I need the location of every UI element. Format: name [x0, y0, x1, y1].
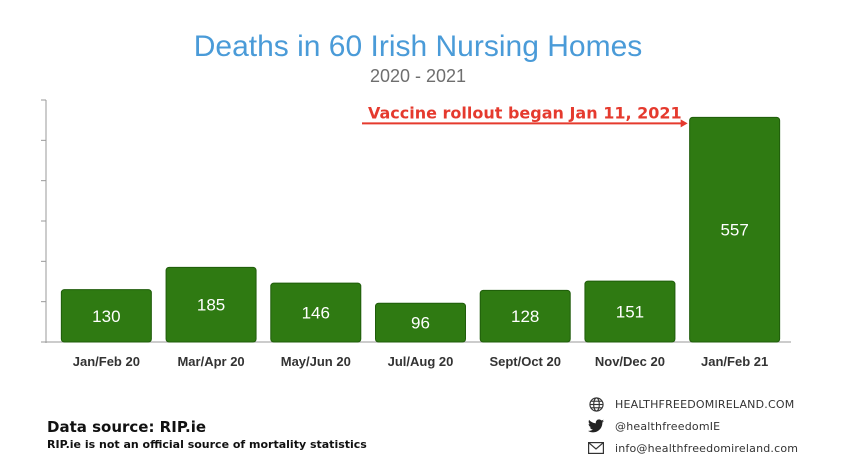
x-tick-label: Jan/Feb 20	[73, 354, 140, 369]
twitter-icon	[588, 418, 604, 434]
chart-title: Deaths in 60 Irish Nursing Homes	[194, 30, 643, 63]
data-label: 130	[92, 307, 120, 326]
x-tick-label: Jan/Feb 21	[701, 354, 768, 369]
contact-twitter[interactable]: @healthfreedomIE	[588, 415, 798, 437]
x-tick-label: Nov/Dec 20	[595, 354, 665, 369]
contact-website[interactable]: HEALTHFREEDOMIRELAND.COM	[588, 393, 798, 415]
contact-twitter-text: @healthfreedomIE	[615, 419, 721, 433]
envelope-icon	[588, 440, 604, 456]
bar	[584, 280, 676, 343]
annotation-text: Vaccine rollout began Jan 11, 2021	[368, 103, 682, 122]
bar	[60, 289, 152, 343]
data-source-note: RIP.ie is not an official source of mort…	[47, 438, 367, 451]
x-tick-label: Sept/Oct 20	[489, 354, 561, 369]
contact-list: HEALTHFREEDOMIRELAND.COM @healthfreedomI…	[588, 393, 798, 459]
data-source-title: Data source: RIP.ie	[47, 418, 207, 436]
x-tick-label: Mar/Apr 20	[177, 354, 244, 369]
bar	[689, 116, 781, 343]
bar	[479, 289, 571, 343]
x-tick-label: May/Jun 20	[281, 354, 351, 369]
contact-email[interactable]: info@healthfreedomireland.com	[588, 437, 798, 459]
x-tick-label: Jul/Aug 20	[388, 354, 454, 369]
data-label: 557	[720, 221, 748, 240]
chart-subtitle: 2020 - 2021	[370, 66, 466, 86]
data-label: 128	[511, 307, 539, 326]
contact-email-text: info@healthfreedomireland.com	[615, 441, 799, 455]
data-label: 146	[302, 304, 330, 323]
contact-website-text: HEALTHFREEDOMIRELAND.COM	[615, 397, 795, 411]
bar	[270, 282, 362, 343]
globe-icon	[588, 396, 604, 412]
bar	[165, 266, 257, 343]
annotation-arrowhead	[680, 119, 688, 128]
data-label: 185	[197, 296, 225, 315]
data-source: Data source: RIP.ie RIP.ie is not an off…	[47, 418, 367, 451]
data-label: 96	[411, 314, 430, 333]
bar	[375, 302, 466, 343]
data-label: 151	[616, 303, 644, 322]
